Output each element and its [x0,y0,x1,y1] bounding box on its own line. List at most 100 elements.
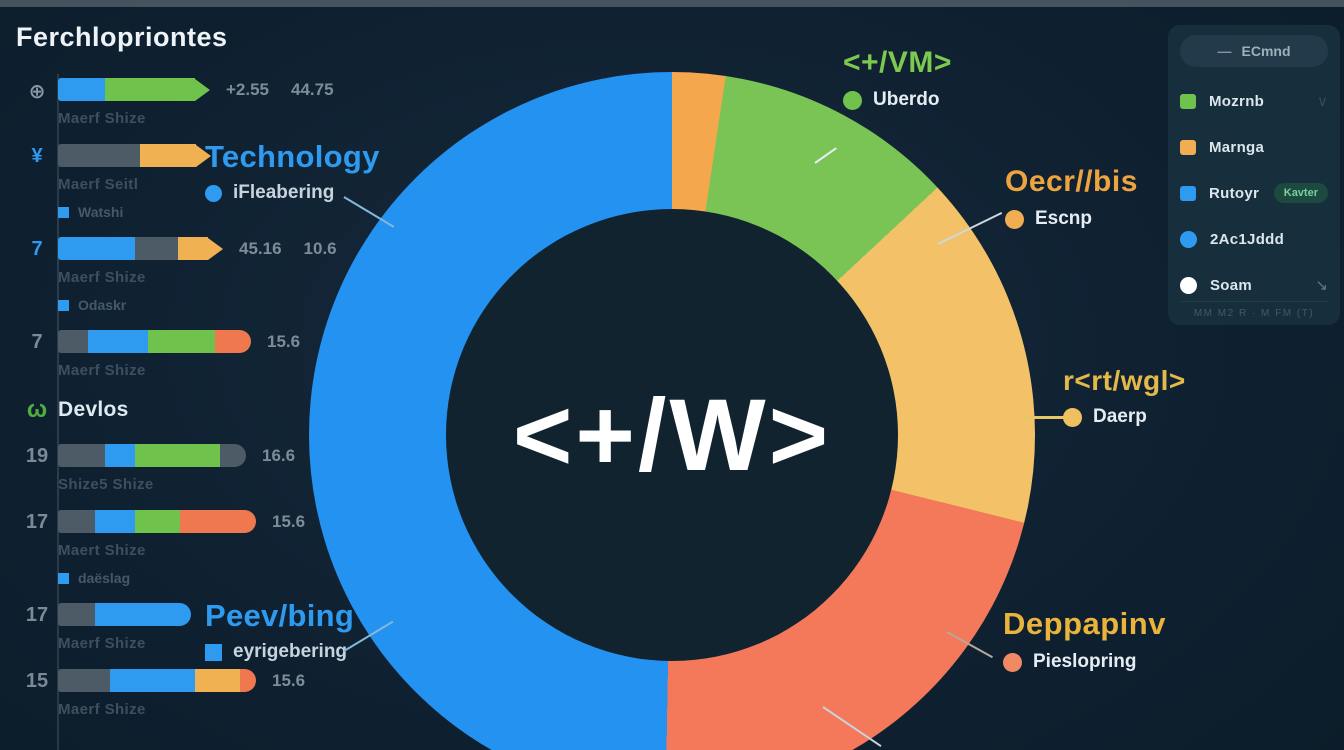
legend-header-label: ECmnd [1241,43,1291,59]
row-icon: 19 [25,445,49,467]
stacked-bar [58,78,195,101]
legend-header-pill[interactable]: — ECmnd [1180,35,1328,67]
green-dot-icon [843,90,862,110]
bar-segment [220,444,246,467]
row-icon: ¥ [31,145,43,167]
bar-segment [178,237,208,260]
bar-value: 16.6 [262,445,296,465]
legend-item-label: Soam [1210,276,1253,294]
bar-line: 15.6 [58,510,376,533]
window-top-strip [0,0,1344,7]
bar-value: +2.55 [226,79,270,99]
callout-title: Deppapinv [1003,606,1166,641]
chip-square-icon [58,572,69,584]
bar-row: 19 16.6 Shize5 Shize [16,444,376,493]
bar-segment [58,444,105,467]
bar-row-main: 15.6 Maert Shize daëslag [58,510,376,586]
bar-value: 15.6 [272,511,306,531]
callout-title: <+/VM> [843,46,952,79]
bar-chart-axis [57,74,59,750]
bar-chip: daëslag [58,570,376,586]
callout-title: r<rt/wgl> [1063,365,1186,396]
bar-line: Technology iFleabering [58,140,379,203]
callout-salmon-segment: Deppapinv Pieslopring [1003,606,1166,673]
bar-row-main: +2.55 44.75 Maerf Shize [58,78,376,127]
bar-values: 15.6 [272,671,305,691]
callout-label: Uberdo [873,89,940,110]
bar-row-main: Technology iFleabering Maerf Seitl Watshi [58,140,379,220]
legend-item[interactable]: Marnga [1180,129,1328,165]
bar-segment [140,144,196,167]
connector-yellow-callout [1019,416,1064,419]
dash-icon: — [1217,43,1232,59]
arrow-down-right-icon[interactable]: ↘ [1315,277,1328,294]
chip-label: daëslag [78,570,131,586]
bar-segment [58,237,135,260]
legend-item-label: Mozrnb [1209,92,1265,110]
legend-item[interactable]: Rutoyr Kavter [1180,175,1328,211]
legend-swatch-circle [1180,230,1197,248]
bar-segment [95,510,135,533]
bar-row-main: 45.16 10.6 Maerf Shize Odaskr [58,237,376,313]
donut-chart: <+/W> [309,72,1035,750]
bar-values: 45.16 10.6 [239,239,337,259]
stacked-bar [58,330,251,353]
bar-values: 15.6 [267,332,300,352]
chip-label: Odaskr [78,297,127,313]
bar-line: 15.6 [58,669,376,692]
legend-item[interactable]: 2Ac1Jddd [1180,221,1328,257]
bar-segment [58,144,140,167]
bar-segment [135,510,180,533]
callout-label: Pieslopring [1033,651,1137,672]
stacked-bar [58,237,208,260]
section-devices-icon: ω [26,396,48,423]
stacked-bar [58,144,196,167]
legend-item-label: Marnga [1209,138,1265,156]
bar-row: 7 45.16 10.6 Maerf Shize Odaskr [16,237,376,313]
chip-square-icon [58,206,69,218]
bar-row-main: 15.6 Maerf Shize [58,330,376,379]
bar-segment [148,330,215,353]
legend-item[interactable]: Soam ↘ [1180,267,1328,303]
bar-line: Peev/bing eyrigebering [58,599,376,662]
stacked-bar [58,669,256,692]
bar-sublabel: Maerf Seitl [58,176,139,193]
legend-item-label: Rutoyr [1209,184,1260,202]
bar-segment [58,330,88,353]
row-icon: 15 [25,670,49,692]
donut-center-label: <+/W> [512,377,832,492]
bar-segment [58,510,95,533]
bar-segment [215,330,251,353]
bar-segment [240,669,256,692]
bar-row: ⊕ +2.55 44.75 Maerf Shize [16,78,376,127]
bar-values: 15.6 [272,512,305,532]
bar-chip: Odaskr [58,297,376,313]
callout-label: Daerp [1093,406,1147,427]
section-header: ω Devlos [16,396,376,424]
bar-segment [180,510,256,533]
bar-sublabel: Maerf Shize [58,110,146,127]
bar-segment [105,78,195,101]
bar-arrow-tip [195,78,210,101]
legend-item[interactable]: Mozrnb ∨ [1180,83,1328,119]
bar-segment [88,330,148,353]
bar-arrow-tip [196,144,211,167]
section-label: Devlos [58,398,129,421]
bar-row: ¥ Technology iFleabering Maerf Seitl Watshi [16,140,379,220]
bar-sublabel: Maerf Shize [58,701,146,718]
bar-line: +2.55 44.75 [58,78,376,101]
chevron-down-icon[interactable]: ∨ [1317,93,1328,110]
callout-yellow-segment: r<rt/wgl> Daerp [1063,365,1186,428]
legend-item-label: 2Ac1Jddd [1210,230,1285,248]
bar-sublabel: Maerf Shize [58,635,146,652]
bar-row-main: 16.6 Shize5 Shize [58,444,376,493]
bar-chip: Watshi [58,204,376,220]
orange-dot-icon [1005,209,1024,229]
bar-value: 15.6 [272,670,306,690]
row-icon: 17 [25,604,49,626]
bar-line: 45.16 10.6 [58,237,376,260]
donut-hole: <+/W> [446,209,898,661]
legend-swatch-circle [1180,276,1197,294]
legend-swatch-square [1180,185,1196,201]
